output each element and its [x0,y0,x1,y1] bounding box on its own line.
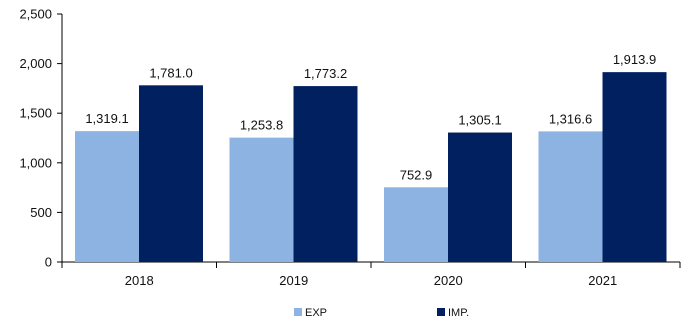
y-tick-label: 2,000 [19,56,52,71]
data-label: 1,773.2 [304,66,347,81]
data-label: 752.9 [400,167,433,182]
data-label: 1,253.8 [240,118,283,133]
x-tick-label: 2020 [434,273,463,288]
x-tick-label: 2018 [125,273,154,288]
data-label: 1,316.6 [549,111,592,126]
y-tick-label: 1,500 [19,106,52,121]
bar-imp [448,132,512,262]
x-axis: 2018 2019 2020 2021 [61,261,681,288]
y-tick-label: 1,000 [19,155,52,170]
y-tick-label: 500 [30,205,52,220]
data-label: 1,913.9 [613,52,656,67]
data-label: 1,305.1 [458,113,501,128]
x-tick-label: 2021 [588,273,617,288]
bar-exp [229,137,294,262]
bar-exp [75,131,139,262]
data-label: 1,781.0 [149,65,192,80]
bar-imp [602,72,667,263]
legend-label: EXP [305,307,327,319]
bar-exp [384,187,448,262]
y-tick-label: 0 [45,255,52,270]
legend-swatch [437,308,445,316]
data-labels: 1,319.1 1,781.0 1,253.8 1,773.2 752.9 1,305.1… [85,52,656,182]
bar-imp [139,85,203,262]
y-axis: 0 500 1,000 1,500 2,000 2,500 [19,7,63,270]
y-tick-label: 2,500 [19,7,52,22]
data-label: 1,319.1 [85,111,128,126]
legend: EXP IMP. [294,307,469,319]
bars [75,72,667,263]
bar-imp [293,86,358,262]
x-tick-label: 2019 [279,273,308,288]
legend-label: IMP. [448,307,469,319]
legend-swatch [294,308,302,316]
bar-exp [538,131,603,262]
